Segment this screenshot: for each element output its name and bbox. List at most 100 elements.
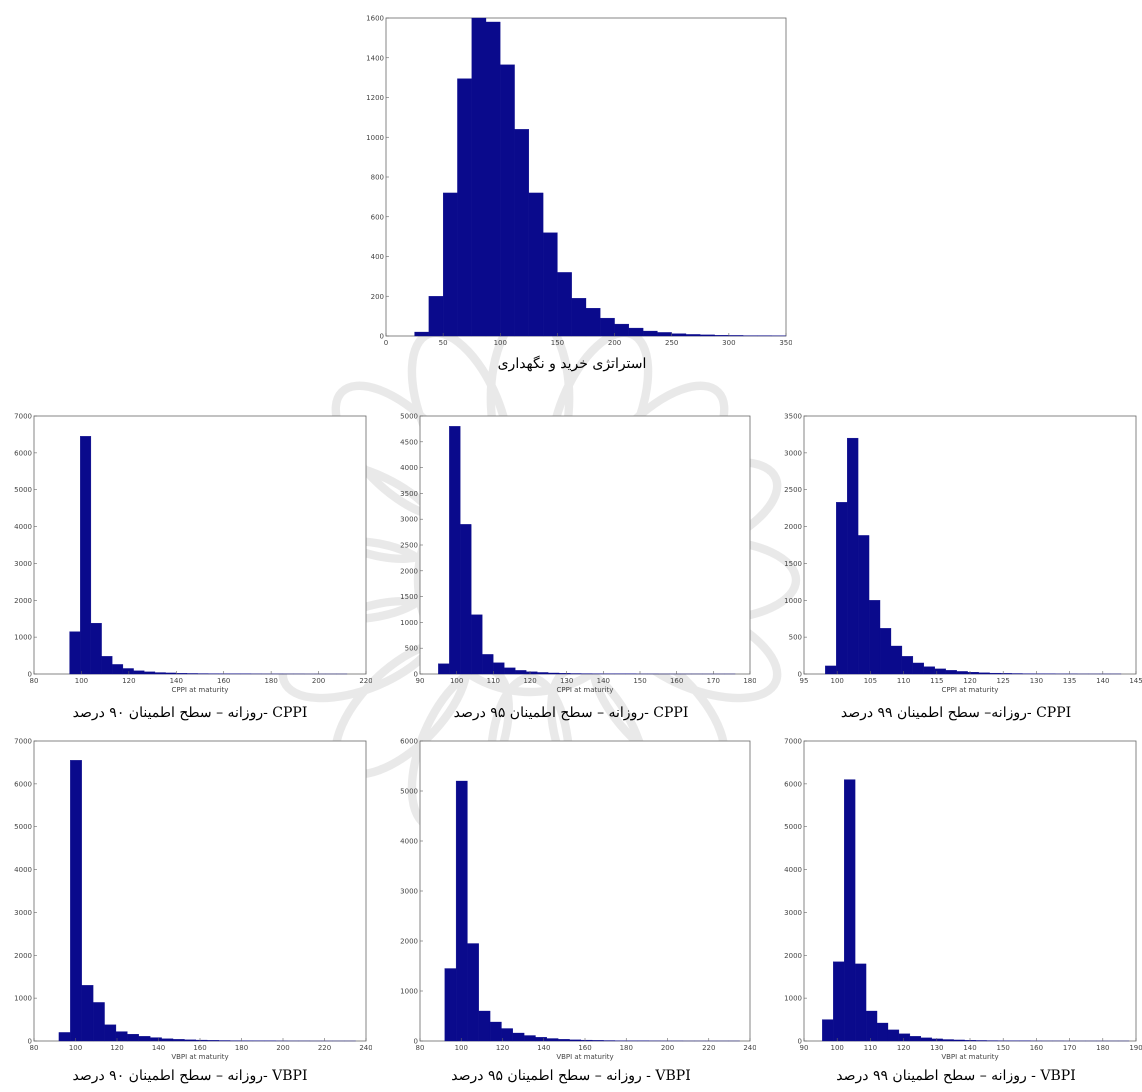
histogram-bar [854, 963, 867, 1042]
y-tick-label: 3000 [784, 909, 802, 917]
y-tick-label: 4000 [400, 838, 418, 846]
histogram-bar [836, 502, 848, 675]
x-tick-label: 170 [1063, 1044, 1076, 1052]
histogram-bar [642, 330, 658, 337]
y-tick-label: 3500 [400, 490, 418, 498]
histogram-bar [133, 670, 145, 675]
x-tick-label: 300 [722, 339, 735, 347]
histogram-bar [444, 968, 457, 1042]
histogram-bar [923, 666, 935, 675]
y-tick-label: 2000 [400, 938, 418, 946]
x-tick-label: 180 [235, 1044, 248, 1052]
histogram-bar [967, 672, 979, 675]
y-tick-label: 2000 [14, 952, 32, 960]
y-tick-label: 3000 [400, 888, 418, 896]
histogram-bar [184, 1039, 196, 1042]
histogram-bar [482, 654, 494, 675]
x-tick-label: 140 [597, 677, 610, 685]
y-tick-label: 2000 [784, 523, 802, 531]
x-tick-label: 80 [30, 1044, 39, 1052]
histogram-bar [559, 673, 571, 675]
histogram-bar [172, 1039, 185, 1042]
x-tick-label: 190 [1129, 1044, 1142, 1052]
histogram-bar [471, 614, 483, 675]
histogram-bar [569, 1039, 582, 1042]
histogram-bar [207, 1040, 219, 1042]
histogram-bar [115, 1031, 128, 1042]
histogram-bar [161, 1038, 174, 1042]
histogram-bar [485, 21, 501, 337]
x-tick-label: 200 [276, 1044, 289, 1052]
y-tick-label: 3000 [14, 560, 32, 568]
y-tick-label: 7000 [784, 738, 802, 746]
histogram-bar [81, 985, 94, 1042]
x-tick-label: 240 [743, 1044, 756, 1052]
histogram-vbpi90: 0 1000 2000 3000 4000 5000 6000 7000 80 100 120 140… [14, 738, 372, 1062]
histogram-bar [165, 672, 177, 675]
histogram-bar [438, 663, 450, 675]
histogram-bar [953, 1039, 965, 1042]
histogram-bar [218, 1040, 231, 1042]
x-tick-label: 110 [487, 677, 500, 685]
histogram-bar [101, 656, 113, 675]
x-tick-label: 200 [608, 339, 621, 347]
histogram-bar [975, 1040, 987, 1042]
histogram-bar [909, 1036, 922, 1042]
chart-panel-buyhold: 0 200 400 600 800 1000 1200 1400 1600 0 50 100 150 20… [352, 12, 792, 352]
histogram-bar [857, 535, 870, 675]
histogram-bar [500, 64, 515, 337]
histogram-bar [942, 1039, 954, 1042]
y-tick-label: 1000 [14, 995, 32, 1003]
y-tick-label: 5000 [400, 788, 418, 796]
x-tick-label: 220 [318, 1044, 331, 1052]
x-tick-label: 130 [560, 677, 573, 685]
x-tick-label: 140 [537, 1044, 550, 1052]
x-axis-label: CPPI at maturity [172, 686, 229, 694]
histogram-bar [989, 672, 1001, 675]
chart-panel-cppi99: 0 500 1000 1500 2000 2500 3000 3500 95 100 105 110 1… [770, 410, 1142, 698]
x-tick-label: 160 [217, 677, 230, 685]
histogram-bar [524, 1035, 536, 1042]
y-tick-label: 0 [380, 333, 384, 341]
y-tick-label: 6000 [400, 738, 418, 746]
histogram-bar [457, 78, 472, 337]
histogram-bar [428, 296, 444, 337]
y-tick-label: 0 [798, 671, 802, 679]
histogram-bar [414, 331, 430, 337]
y-tick-label: 1000 [400, 619, 418, 627]
x-tick-label: 120 [122, 677, 135, 685]
x-tick-label: 250 [665, 339, 678, 347]
histogram-bar [512, 1032, 525, 1042]
y-tick-label: 5000 [784, 823, 802, 831]
histogram-bar [514, 129, 530, 337]
y-tick-label: 4000 [400, 464, 418, 472]
histogram-bar [144, 671, 156, 675]
x-tick-label: 115 [930, 677, 943, 685]
y-tick-label: 3500 [784, 413, 802, 421]
histogram-bar [557, 272, 572, 337]
histogram-bar [112, 664, 124, 675]
y-tick-label: 4000 [14, 866, 32, 874]
histogram-bar [449, 426, 461, 675]
histogram-bar [546, 1038, 559, 1042]
y-tick-label: 4000 [784, 866, 802, 874]
x-tick-label: 140 [170, 677, 183, 685]
histogram-bar [912, 662, 925, 675]
histogram-bar [571, 298, 587, 337]
histogram-bar [127, 1033, 139, 1042]
x-tick-label: 140 [963, 1044, 976, 1052]
x-tick-label: 160 [1030, 1044, 1043, 1052]
x-tick-label: 200 [312, 677, 325, 685]
y-tick-label: 3000 [784, 449, 802, 457]
x-tick-label: 150 [551, 339, 564, 347]
x-tick-label: 140 [1096, 677, 1109, 685]
histogram-bar [1000, 673, 1012, 675]
chart-caption-vbpi90: VBPI -روزانه – سطح اطمینان ۹۰ درصد [72, 1068, 308, 1084]
x-tick-label: 130 [1030, 677, 1043, 685]
histogram-bar [442, 192, 458, 337]
x-tick-label: 160 [670, 677, 683, 685]
x-axis-label: VBPI at maturity [556, 1053, 613, 1061]
x-tick-label: 100 [831, 1044, 844, 1052]
histogram-bar [493, 662, 505, 675]
x-tick-label: 220 [359, 677, 372, 685]
